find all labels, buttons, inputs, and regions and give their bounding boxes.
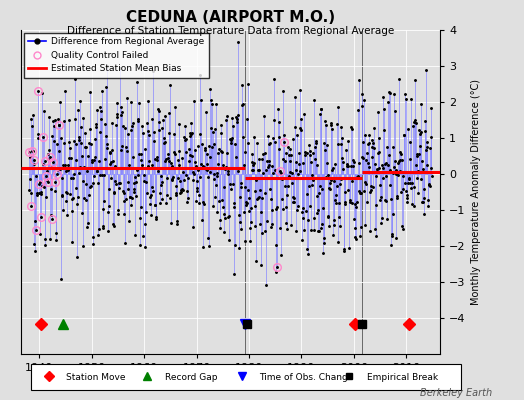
Text: Record Gap: Record Gap xyxy=(165,372,217,382)
Text: Time of Obs. Change: Time of Obs. Change xyxy=(259,372,354,382)
Text: Berkeley Earth: Berkeley Earth xyxy=(420,388,493,398)
FancyBboxPatch shape xyxy=(31,364,461,390)
Text: Empirical Break: Empirical Break xyxy=(367,372,438,382)
Legend: Difference from Regional Average, Quality Control Failed, Estimated Station Mean: Difference from Regional Average, Qualit… xyxy=(24,33,209,78)
Text: Station Move: Station Move xyxy=(66,372,125,382)
Text: CEDUNA (AIRPORT M.O.): CEDUNA (AIRPORT M.O.) xyxy=(126,10,335,25)
Y-axis label: Monthly Temperature Anomaly Difference (°C): Monthly Temperature Anomaly Difference (… xyxy=(471,79,481,305)
Text: Difference of Station Temperature Data from Regional Average: Difference of Station Temperature Data f… xyxy=(67,26,394,36)
